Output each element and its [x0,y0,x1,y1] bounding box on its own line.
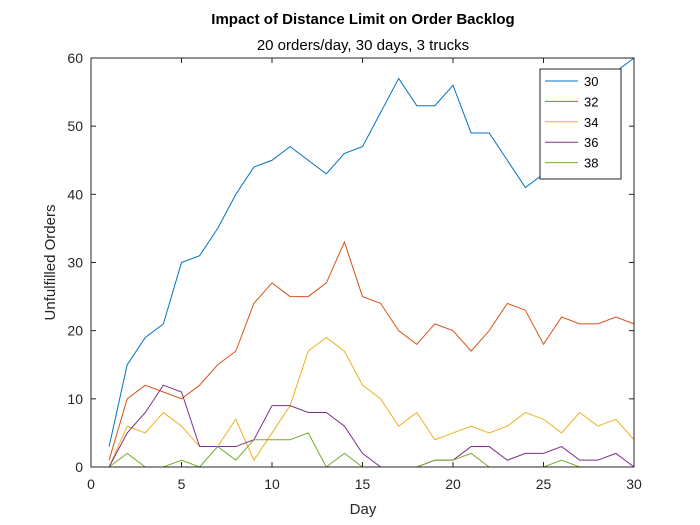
y-tick-label: 10 [67,391,83,407]
legend-label-36: 36 [584,135,598,150]
x-tick-label: 10 [264,476,280,492]
x-tick-label: 15 [355,476,371,492]
series-line-32 [108,240,635,461]
legend-label-32: 32 [584,94,598,109]
x-tick-label: 30 [626,476,642,492]
chart-subtitle: 20 orders/day, 30 days, 3 trucks [257,37,469,54]
legend-label-38: 38 [584,156,598,171]
series-line-34 [108,336,635,468]
y-tick-label: 40 [67,186,83,202]
y-tick-label: 30 [67,255,83,271]
y-tick-label: 50 [67,118,83,134]
legend: 30 32 34 36 38 [539,68,622,180]
legend-label-34: 34 [584,115,598,130]
x-axis-label: Day [350,501,377,518]
chart-title: Impact of Distance Limit on Order Backlo… [211,11,514,28]
y-tick-label: 20 [67,323,83,339]
y-tick-label: 60 [67,50,83,66]
series-line-36 [108,384,635,468]
x-tick-label: 0 [87,476,95,492]
y-tick-label: 0 [75,459,83,475]
x-axis-ticks: 0 5 10 15 20 25 30 [87,58,642,492]
x-tick-label: 20 [445,476,461,492]
x-tick-label: 5 [178,476,186,492]
y-axis-label: Unfulfilled Orders [42,205,59,321]
legend-label-30: 30 [584,74,598,89]
plot-frame [90,57,635,468]
legend-box [539,68,622,180]
y-axis-ticks: 0 10 20 30 40 50 60 [67,50,634,475]
x-tick-label: 25 [536,476,552,492]
